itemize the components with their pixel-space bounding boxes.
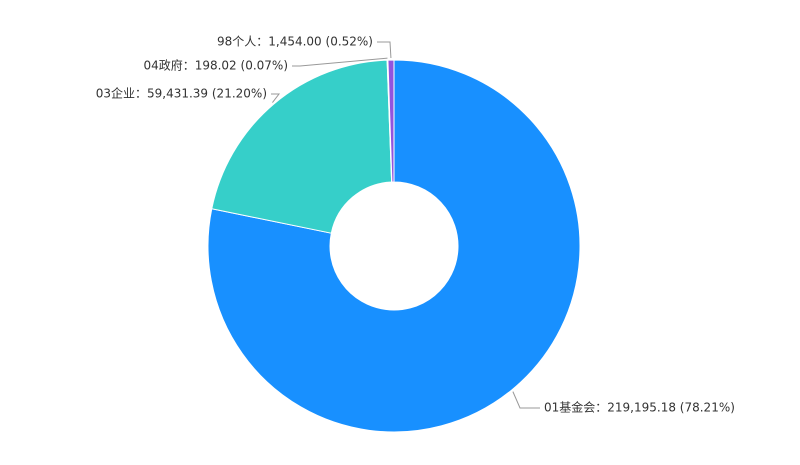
slices-layer	[207, 59, 581, 433]
leader-lines-layer	[271, 41, 540, 409]
slice-label-geren: 98个人：1,454.00 (0.52%)	[217, 35, 373, 49]
leader-line-geren	[377, 41, 392, 59]
labels-layer: 01基金会：219,195.18 (78.21%) 03企业：59,431.39…	[96, 35, 735, 415]
slice-label-jijinhui: 01基金会：219,195.18 (78.21%)	[544, 400, 735, 415]
slice-label-qiye: 03企业：59,431.39 (21.20%)	[96, 86, 267, 101]
slice-label-zhengfu: 04政府：198.02 (0.07%)	[143, 58, 288, 73]
leader-line-jijinhui	[512, 391, 540, 409]
leader-line-zhengfu	[292, 57, 388, 67]
slice-qiye[interactable]	[211, 59, 393, 234]
slice-geren[interactable]	[387, 59, 395, 183]
slice-jijinhui[interactable]	[207, 59, 581, 433]
leader-line-qiye	[271, 93, 281, 103]
